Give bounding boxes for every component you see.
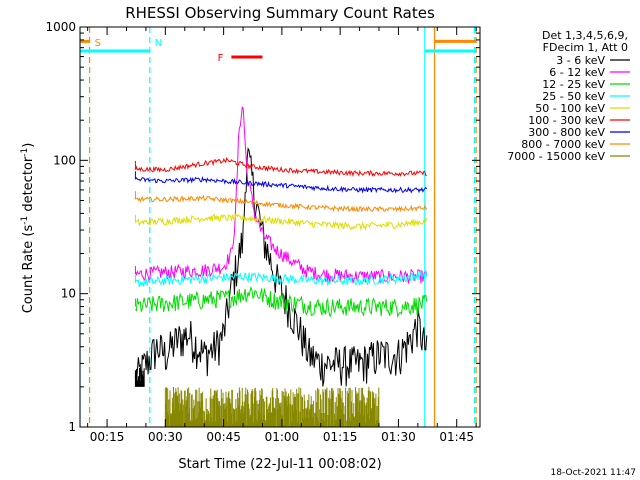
- x-tick-label-01:15: 01:15: [323, 430, 358, 444]
- y-axis-label-sup1: -1: [20, 216, 30, 225]
- y-axis-label-mid: detector: [21, 156, 36, 216]
- plot-frame: [79, 26, 481, 428]
- axes: S N F 1 10 100 1000 00:15 00:30 00:45 01:00 01:15 01…: [45, 20, 481, 444]
- annotation-label-s: S: [95, 38, 101, 49]
- legend-label-5: 100 - 300 keV: [528, 114, 605, 127]
- legend-header-line-1: Det 1,3,4,5,6,9,: [542, 29, 628, 42]
- x-tick-label-01:45: 01:45: [439, 430, 474, 444]
- flare-marker-label: F: [218, 53, 224, 64]
- legend: Det 1,3,4,5,6,9, FDecim 1, Att 0 3 - 6 k…: [507, 29, 630, 163]
- plot-area: [80, 27, 477, 427]
- y-axis-label: Count Rate (s-1 detector-1): [20, 143, 36, 314]
- series-line-2: [135, 285, 428, 318]
- y-tick-label-1: 1: [68, 420, 76, 434]
- x-tick-label-01:30: 01:30: [381, 430, 416, 444]
- y-axis-label-end: ): [21, 143, 36, 148]
- y-axis-label-sup2: -1: [20, 148, 30, 157]
- legend-label-8: 7000 - 15000 keV: [507, 150, 605, 163]
- series-line-5: [134, 156, 427, 177]
- legend-label-0: 3 - 6 keV: [556, 54, 605, 67]
- y-tick-label-100: 100: [53, 153, 76, 167]
- x-tick-label-01:00: 01:00: [265, 430, 300, 444]
- x-tick-label-00:30: 00:30: [148, 430, 183, 444]
- svg-text:Count Rate (s-1 detector-1): Count Rate (s-1 detector-1): [20, 143, 36, 314]
- noise-block-1: [164, 386, 255, 427]
- footer-timestamp: 18-Oct-2021 11:47: [551, 468, 636, 478]
- noise-block-2: [254, 386, 380, 427]
- x-tick-label-00:15: 00:15: [90, 430, 125, 444]
- y-tick-label-10: 10: [61, 287, 76, 301]
- legend-label-3: 25 - 50 keV: [542, 90, 605, 103]
- noise-block-0: [134, 367, 145, 387]
- series-line-6: [135, 176, 428, 194]
- annotation-label-n: N: [155, 38, 162, 49]
- legend-label-4: 50 - 100 keV: [535, 102, 605, 115]
- series-line-1: [134, 105, 428, 284]
- series-line-4: [135, 213, 428, 231]
- legend-label-2: 12 - 25 keV: [542, 78, 605, 91]
- chart-title: RHESSI Observing Summary Count Rates: [125, 4, 435, 22]
- legend-header-line-2: FDecim 1, Att 0: [543, 41, 628, 54]
- x-axis-label: Start Time (22-Jul-11 00:08:02): [178, 457, 381, 472]
- x-tick-label-00:45: 00:45: [206, 430, 241, 444]
- series-line-7: [135, 194, 428, 213]
- y-axis-label-main: Count Rate (s: [21, 225, 36, 314]
- series-line-3: [135, 270, 428, 288]
- y-tick-label-1000: 1000: [45, 20, 76, 34]
- legend-label-6: 300 - 800 keV: [528, 126, 605, 139]
- legend-label-7: 800 - 7000 keV: [521, 138, 605, 151]
- legend-label-1: 6 - 12 keV: [549, 66, 605, 79]
